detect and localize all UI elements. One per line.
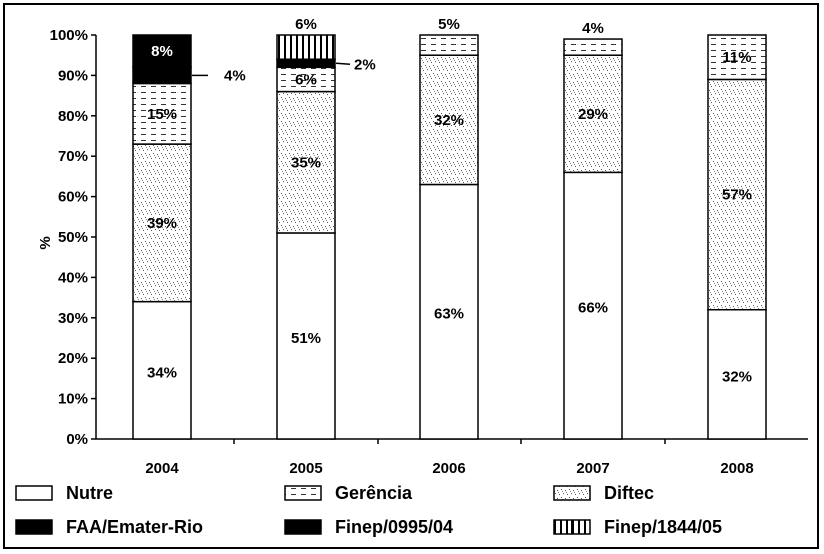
bar-segment-nutre-2006 [419,183,479,440]
y-tick-label: 10% [58,391,88,408]
legend-swatch-ger-ncia [284,485,322,501]
bars [132,34,767,440]
bar-segment-diftec-2008 [707,78,767,311]
data-label-faa-emater-rio-2004: 8% [151,43,173,60]
data-label-diftec-2006: 32% [434,112,464,129]
data-label-ger-ncia-2008: 11% [722,49,751,66]
x-tick-label: 2006 [432,460,465,477]
legend-label-finep-1844-05: Finep/1844/05 [604,517,722,537]
bar-segment-finep-0995-04-2004 [132,66,192,85]
bar-segment-diftec-2006 [419,54,479,186]
bar-segment-diftec-2007 [563,54,623,174]
data-label-nutre-2008: 32% [722,368,752,385]
legend-swatch-faa-emater-rio [15,519,53,535]
data-label-finep-0995-04-2004: 4% [224,67,246,84]
x-tick-label: 2004 [145,460,179,477]
y-tick-label: 50% [58,229,88,246]
legend: Nutre Gerência Diftec FAA/Emater-Rio Finep/0… [15,483,722,537]
data-label-finep-1844-05-2005: 6% [295,16,317,33]
bar-segment-ger-ncia-2007 [563,38,623,56]
legend-label-ger-ncia: Gerência [335,483,413,503]
data-label-nutre-2006: 63% [434,306,464,323]
data-label-diftec-2005: 35% [291,154,321,171]
legend-label-finep-0995-04: Finep/0995/04 [335,517,453,537]
y-tick-label: 80% [58,108,88,125]
legend-swatch-finep-0995-04 [284,519,322,535]
bar-segment-nutre-2007 [563,171,623,440]
data-label-diftec-2008: 57% [722,187,752,204]
bar-segment-faa-emater-rio-2004 [132,34,192,69]
data-label-nutre-2007: 66% [578,300,608,317]
legend-swatch-nutre [15,485,53,501]
label-leader-line [335,62,351,66]
y-tick-label: 100% [50,27,88,44]
y-tick-label: 70% [58,148,88,165]
bar-segment-finep-0995-04-2005 [276,58,336,69]
data-label-ger-ncia-2004: 15% [147,106,177,123]
bar-segment-ger-ncia-2006 [419,34,479,56]
data-label-ger-ncia-2006: 5% [438,16,460,33]
bar-segment-finep-1844-05-2005 [276,34,336,60]
data-label-diftec-2007: 29% [578,106,608,123]
x-tick-label: 2008 [720,460,753,477]
data-label-diftec-2004: 39% [147,215,177,232]
x-tick-label: 2007 [576,460,609,477]
axes: 0% 10% 20% 30% 40% 50% 60% 70% 80% 90% 100% 2004 200… [37,27,808,477]
legend-label-diftec: Diftec [604,483,654,503]
data-label-nutre-2004: 34% [147,364,177,381]
bar-segment-ger-ncia-2004 [132,82,192,145]
y-tick-label: 20% [58,350,88,367]
data-label-nutre-2005: 51% [291,330,321,347]
bar-segment-nutre-2008 [707,308,767,440]
data-label-ger-ncia-2007: 4% [582,20,604,37]
bar-segment-diftec-2004 [132,143,192,303]
bar-segment-ger-ncia-2005 [276,66,336,93]
y-tick-label: 90% [58,67,88,84]
bar-segment-nutre-2004 [132,300,192,440]
y-tick-label: 40% [58,269,88,286]
bar-segment-diftec-2005 [276,90,336,234]
data-label-finep-0995-04-2005: 2% [354,56,376,73]
x-tick-label: 2005 [289,460,322,477]
y-tick-label: 60% [58,189,88,206]
legend-swatch-diftec [553,485,591,501]
bar-segment-nutre-2005 [276,232,336,440]
data-labels: 34% 39% 15% 4% 8% 51% 35% 6% 2% 6% 63% 32% 5% 66% 29% 4… [147,16,752,385]
legend-label-nutre: Nutre [66,483,113,503]
data-label-ger-ncia-2005: 6% [295,71,317,88]
y-tick-label: 0% [66,431,88,448]
y-tick-label: 30% [58,310,88,327]
legend-label-faa-emater-rio: FAA/Emater-Rio [66,517,203,537]
bar-segment-ger-ncia-2008 [707,34,767,81]
y-axis-title: % [37,236,54,249]
